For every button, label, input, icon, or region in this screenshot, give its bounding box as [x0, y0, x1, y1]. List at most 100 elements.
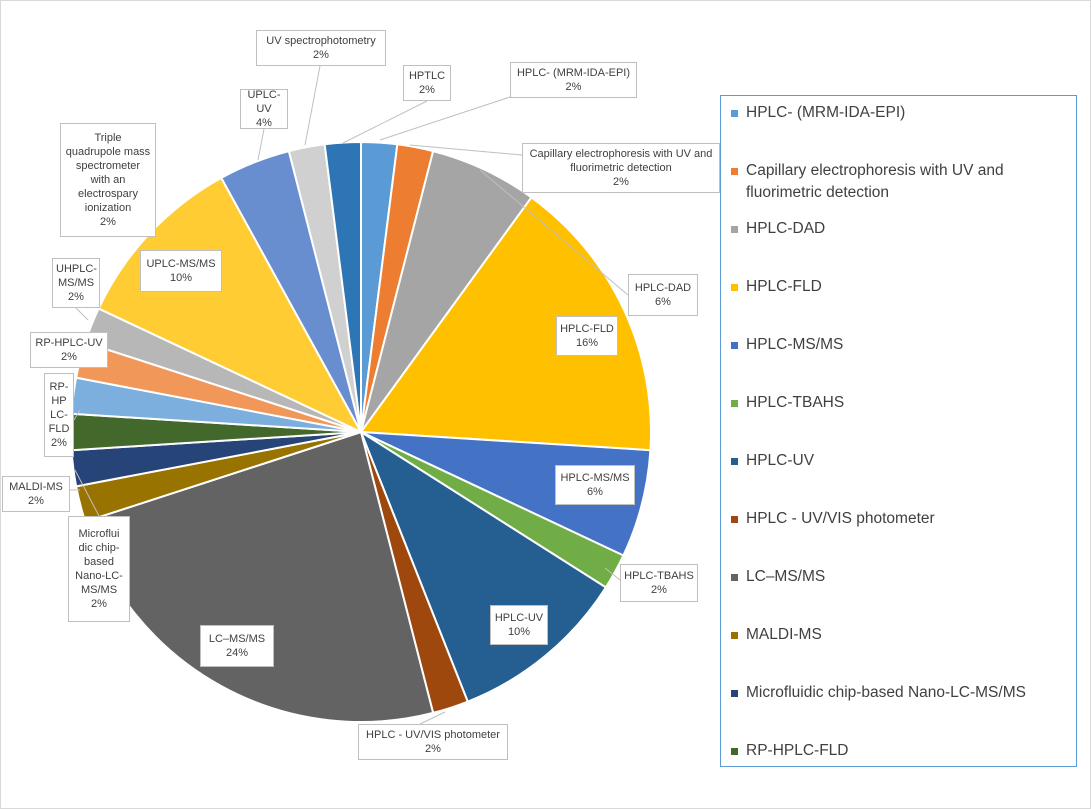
legend-label: HPLC-UV: [746, 452, 815, 469]
data-label-line: 2%: [425, 743, 441, 755]
legend-label: HPLC-MS/MS: [746, 336, 844, 353]
legend-item: HPLC-FLD: [731, 276, 1061, 298]
data-label-4: HPLC-MS/MS 6%: [555, 465, 635, 505]
data-label-line: dic chip-: [78, 542, 120, 554]
data-label-line: MS/MS: [80, 584, 118, 596]
data-label-14: UHPLC- MS/MS 2%: [52, 258, 100, 308]
legend-item: MALDI-MS: [731, 624, 1061, 646]
leader-line-7: [419, 711, 446, 725]
legend-swatch: [731, 399, 738, 407]
legend-label: Microfluidic chip-based Nano-LC-MS/MS: [746, 684, 1026, 701]
data-label-line: UV spectrophotometry: [266, 35, 376, 47]
data-label-line: MS/MS: [57, 277, 95, 289]
data-label-line: 2%: [651, 584, 667, 596]
data-label-line: 2%: [419, 84, 435, 96]
legend-label: HPLC-DAD: [746, 220, 826, 237]
legend-label: HPLC- (MRM-IDA-EPI): [746, 104, 906, 121]
data-label-line: 2%: [91, 598, 107, 610]
legend-label: HPLC-TBAHS: [746, 394, 845, 411]
data-label-line: 6%: [655, 296, 671, 308]
data-label-line: HPLC-UV: [494, 612, 544, 624]
legend-item: RP-HPLC-FLD: [731, 740, 1061, 762]
leader-line-16: [257, 128, 265, 161]
legend-swatch: [731, 515, 738, 523]
data-label-line: HPLC-TBAHS: [624, 570, 694, 582]
data-label-18: HPTLC 2%: [403, 65, 451, 101]
data-label-line: 10%: [507, 626, 531, 638]
data-label-line: HPTLC: [408, 70, 446, 82]
data-label-line: 24%: [225, 647, 249, 659]
data-label-3: HPLC-FLD 16%: [556, 316, 618, 356]
leader-line-18: [342, 100, 428, 144]
data-label-line: LC-: [50, 409, 68, 421]
data-label-13: Triple quadrupole mass spectrometer with an…: [60, 123, 156, 237]
data-label-11: RP- HP LC- FLD 2%: [44, 373, 74, 457]
data-label-line: quadrupole mass: [65, 146, 151, 158]
data-label-16: UPLC-UV 4%: [240, 89, 288, 129]
data-label-7: HPLC - UV/VIS photometer 2%: [358, 724, 508, 760]
leader-line-5: [604, 567, 621, 581]
data-label-line: 2%: [100, 216, 116, 228]
legend-swatch: [731, 747, 738, 755]
leader-line-17: [304, 65, 321, 146]
legend-label: MALDI-MS: [746, 626, 822, 643]
legend-label: HPLC-FLD: [746, 278, 822, 295]
data-label-9: MALDI-MS 2%: [2, 476, 70, 512]
data-label-line: HPLC-DAD: [634, 282, 692, 294]
data-label-line: 4%: [256, 117, 272, 129]
data-label-line: Capillary electrophoresis with UV and: [529, 148, 713, 160]
legend-item: HPLC-TBAHS: [731, 392, 1061, 414]
data-label-line: 2%: [51, 437, 67, 449]
data-label-line: based: [84, 556, 114, 568]
data-label-line: HPLC-MS/MS: [560, 472, 630, 484]
legend-swatch: [731, 283, 738, 291]
legend-label: Capillary electrophoresis with UV and fl…: [746, 162, 1004, 201]
legend-swatch: [731, 573, 738, 581]
legend-item: HPLC-MS/MS: [731, 334, 1061, 356]
leader-lines: [70, 65, 629, 725]
legend-swatch: [731, 109, 738, 117]
data-label-line: 6%: [587, 486, 603, 498]
data-label-line: fluorimetric detection: [570, 162, 672, 174]
leader-line-14: [75, 307, 89, 321]
data-label-line: LC–MS/MS: [208, 633, 266, 645]
data-label-line: Microflui: [78, 528, 120, 540]
data-label-line: HPLC- (MRM-IDA-EPI): [516, 67, 631, 79]
data-label-line: 2%: [613, 176, 629, 188]
legend-item: LC–MS/MS: [731, 566, 1061, 588]
data-label-line: UHPLC-: [56, 263, 97, 275]
data-label-line: 2%: [61, 351, 77, 363]
legend-swatch: [731, 225, 738, 233]
data-label-line: Nano-LC-: [75, 570, 123, 582]
data-label-6: HPLC-UV 10%: [490, 605, 548, 645]
leader-line-1: [409, 144, 523, 156]
data-label-line: ionization: [84, 202, 132, 214]
data-label-1: Capillary electrophoresis with UV and flu…: [522, 143, 720, 193]
data-label-line: HPLC-FLD: [560, 323, 614, 335]
data-label-5: HPLC-TBAHS 2%: [620, 564, 698, 602]
legend-label: LC–MS/MS: [746, 568, 826, 585]
legend: HPLC- (MRM-IDA-EPI) Capillary electrophor…: [720, 95, 1077, 767]
leader-line-10: [74, 469, 100, 517]
legend-item: HPLC-UV: [731, 450, 1061, 472]
legend-item: Microfluidic chip-based Nano-LC-MS/MS: [731, 682, 1061, 704]
pie-slices: [69, 140, 652, 723]
legend-swatch: [731, 689, 738, 697]
data-label-line: electrospary: [78, 188, 138, 200]
legend-label: RP-HPLC-FLD: [746, 742, 849, 759]
legend-swatch: [731, 457, 738, 465]
legend-item: HPLC- (MRM-IDA-EPI): [731, 102, 1061, 124]
legend-swatch: [731, 167, 738, 175]
data-label-line: with an: [90, 174, 126, 186]
leader-line-0: [379, 96, 511, 141]
leader-line-11: [73, 409, 81, 421]
leader-line-2: [479, 169, 629, 296]
data-label-15: UPLC-MS/MS 10%: [140, 250, 222, 292]
data-label-line: 10%: [169, 272, 193, 284]
legend-label: HPLC - UV/VIS photometer: [746, 510, 935, 527]
data-label-2: HPLC-DAD 6%: [628, 274, 698, 316]
legend-item: HPLC-DAD: [731, 218, 1061, 240]
pie-slice-3: [359, 195, 652, 452]
legend-item: Capillary electrophoresis with UV and fl…: [731, 160, 1061, 204]
